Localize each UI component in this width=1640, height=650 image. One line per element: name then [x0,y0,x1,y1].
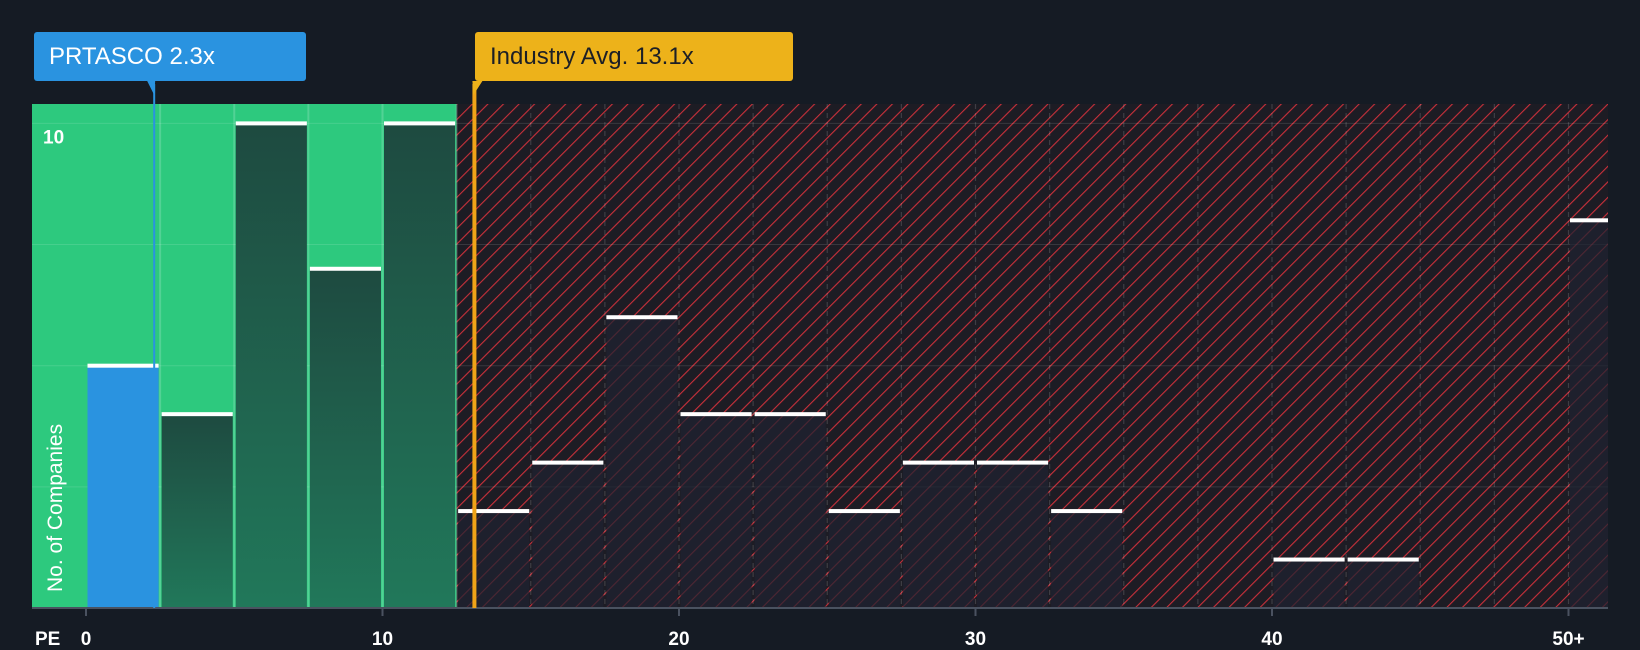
bar-top-cap [458,509,530,514]
bar-top-cap [235,121,307,126]
x-tick-label: 0 [81,629,92,650]
histogram-bar [902,462,974,608]
histogram-bar [532,462,604,608]
x-tick-label: 30 [965,629,986,650]
bar-top-cap [1273,557,1345,562]
y-axis-title: No. of Companies [44,424,67,592]
histogram-bar [235,123,307,608]
bar-top-cap [1570,218,1608,223]
bar-top-cap [680,412,752,417]
bar-top-cap [309,266,381,271]
bar-top-cap [1347,557,1419,562]
industry-avg-callout: Industry Avg. 13.1x [475,32,793,81]
y-tick-label: 10 [43,127,64,148]
industry-avg-label: Industry Avg. [490,43,629,70]
histogram-bar [1347,559,1419,608]
histogram-bar [161,414,233,608]
bar-top-cap [754,412,826,417]
x-axis-title: PE [35,629,60,650]
histogram-bar [384,123,456,608]
histogram-bar [309,268,381,608]
x-tick-label: 40 [1261,629,1282,650]
company-pe-callout: PRTASCO 2.3x [34,32,306,81]
company-bar [87,365,159,608]
company-callout-pointer [147,81,156,95]
histogram-bar [606,317,678,608]
histogram-bar [1570,220,1608,609]
industry-callout-pointer [472,81,483,95]
histogram-bar [1273,559,1345,608]
company-pe-value: 2.3x [169,43,215,70]
histogram-bar [754,414,826,608]
bar-top-cap [902,460,974,465]
bar-top-cap [1051,509,1123,514]
bar-top-cap [161,412,233,417]
bar-top-cap [532,460,604,465]
histogram-bar [458,511,530,608]
histogram-bar [828,511,900,608]
histogram-bar [1051,511,1123,608]
bar-top-cap [977,460,1049,465]
x-tick-label: 50+ [1552,629,1584,650]
company-name-label: PRTASCO [49,43,163,70]
bar-top-cap [87,363,159,368]
histogram-bar [680,414,752,608]
bar-top-cap [606,315,678,320]
histogram-bar [977,462,1049,608]
x-tick-label: 20 [668,629,689,650]
x-tick-label: 10 [372,629,393,650]
bar-top-cap [384,121,456,126]
industry-avg-value: 13.1x [634,43,694,70]
bar-top-cap [828,509,900,514]
